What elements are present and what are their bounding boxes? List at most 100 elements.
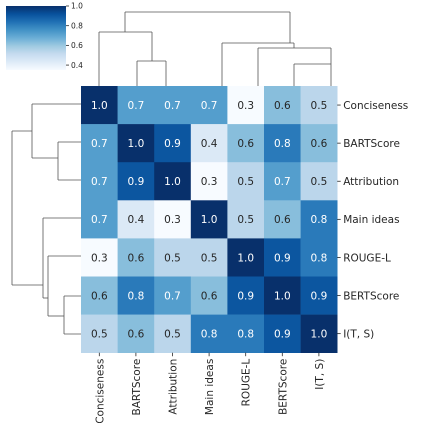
top-dendrogram xyxy=(98,11,332,86)
row-tick-label: BARTScore xyxy=(343,138,400,150)
row-tick-label: I(T, S) xyxy=(343,328,374,340)
cell-value-label: 0.9 xyxy=(237,290,254,302)
heatmap-cell xyxy=(81,276,118,315)
heatmap-cell xyxy=(227,200,265,239)
heatmap-cell xyxy=(227,314,265,353)
colorbar-ticks: 1.0 0.8 0.6 0.4 xyxy=(66,2,83,70)
heatmap-cell xyxy=(117,124,155,163)
column-tick-labels: Conciseness BARTScore Attribution Main idea… xyxy=(94,352,326,423)
colorbar: 1.0 0.8 0.6 0.4 xyxy=(6,2,83,70)
cell-value-label: 0.9 xyxy=(311,290,328,302)
cell-value-label: 0.8 xyxy=(311,214,328,226)
cell-value-label: 1.0 xyxy=(311,328,328,340)
heatmap-cell xyxy=(81,86,118,125)
heatmap-cell xyxy=(190,200,228,239)
cell-value-label: 0.6 xyxy=(311,138,328,150)
heatmap-cell xyxy=(264,200,301,239)
cell-value-label: 0.7 xyxy=(274,176,291,188)
cell-value-label: 0.8 xyxy=(237,328,254,340)
cell-value-label: 0.6 xyxy=(91,290,108,302)
heatmap-cell xyxy=(300,124,338,163)
cell-value-label: 0.9 xyxy=(128,176,145,188)
row-tick-label: Attribution xyxy=(343,176,399,188)
heatmap-cell xyxy=(117,276,155,315)
heatmap-cell xyxy=(154,86,192,125)
row-tick-label: ROUGE-L xyxy=(343,252,391,264)
heatmap-cell xyxy=(227,124,265,163)
cell-value-label: 0.6 xyxy=(201,290,218,302)
cell-value-label: 0.7 xyxy=(91,214,108,226)
cell-value-label: 0.5 xyxy=(237,214,254,226)
heatmap-cell xyxy=(264,276,301,315)
cell-value-label: 0.5 xyxy=(237,176,254,188)
colorbar-gradient xyxy=(6,6,66,70)
heatmap-cell xyxy=(117,238,155,277)
heatmap-cell xyxy=(154,314,192,353)
cell-value-label: 0.8 xyxy=(274,138,291,150)
heatmap-grid: 1.0 0.7 0.7 0.7 0.3 0.6 0.5 0.7 1.0 0.9 0.4 0.6 0.8 0… xyxy=(81,86,338,353)
heatmap-cell xyxy=(300,162,338,201)
cell-value-label: 0.8 xyxy=(311,252,328,264)
heatmap-cell xyxy=(190,162,228,201)
cell-value-label: 0.5 xyxy=(201,252,218,264)
cell-value-label: 1.0 xyxy=(274,290,291,302)
heatmap-cell xyxy=(264,314,301,353)
cell-value-label: 1.0 xyxy=(128,138,145,150)
heatmap-cell xyxy=(227,238,265,277)
cell-value-label: 0.6 xyxy=(128,328,145,340)
row-tick-labels: Conciseness BARTScore Attribution Main idea… xyxy=(337,100,408,340)
cell-value-label: 0.5 xyxy=(311,100,328,112)
column-tick-label: Conciseness xyxy=(94,359,106,423)
heatmap-cell xyxy=(264,86,301,125)
cell-value-label: 1.0 xyxy=(201,214,218,226)
row-tick-label: Conciseness xyxy=(343,100,408,112)
cell-value-label: 0.3 xyxy=(91,252,108,264)
heatmap-cell xyxy=(81,314,118,353)
cell-value-label: 0.6 xyxy=(274,100,291,112)
cell-value-label: 0.3 xyxy=(237,100,254,112)
heatmap-cell xyxy=(117,162,155,201)
cell-value-label: 0.5 xyxy=(164,328,181,340)
cell-value-label: 0.6 xyxy=(274,214,291,226)
column-tick-label: BERTScore xyxy=(277,359,289,415)
cell-value-label: 1.0 xyxy=(91,100,108,112)
heatmap-cell xyxy=(264,238,301,277)
colorbar-tick-label: 0.4 xyxy=(71,61,83,70)
heatmap-cell xyxy=(190,124,228,163)
cell-value-label: 0.7 xyxy=(164,100,181,112)
column-tick-label: Main ideas xyxy=(204,359,216,415)
column-tick-label: I(T, S) xyxy=(314,359,326,390)
cell-value-label: 0.7 xyxy=(91,138,108,150)
heatmap-cell xyxy=(154,238,192,277)
heatmap-cell xyxy=(154,276,192,315)
heatmap-cell xyxy=(300,200,338,239)
colorbar-tick-label: 0.8 xyxy=(71,21,83,30)
colorbar-tick-label: 0.6 xyxy=(71,41,83,50)
cell-value-label: 1.0 xyxy=(164,176,181,188)
cell-value-label: 0.9 xyxy=(164,138,181,150)
heatmap-cell xyxy=(81,124,118,163)
column-tick-label: ROUGE-L xyxy=(241,359,253,407)
heatmap-cell xyxy=(81,238,118,277)
heatmap-cell xyxy=(154,200,192,239)
cell-value-label: 1.0 xyxy=(237,252,254,264)
heatmap-cell xyxy=(227,276,265,315)
cell-value-label: 0.9 xyxy=(274,328,291,340)
cell-value-label: 0.6 xyxy=(128,252,145,264)
cell-value-label: 0.4 xyxy=(128,214,145,226)
heatmap-cell xyxy=(117,86,155,125)
cell-value-label: 0.5 xyxy=(164,252,181,264)
cell-value-label: 0.8 xyxy=(201,328,218,340)
heatmap-cell xyxy=(190,86,228,125)
cell-value-label: 0.3 xyxy=(164,214,181,226)
heatmap-cell xyxy=(264,162,301,201)
heatmap-cell xyxy=(190,314,228,353)
heatmap-cell xyxy=(117,314,155,353)
heatmap-cell xyxy=(300,276,338,315)
heatmap-cell xyxy=(81,200,118,239)
cell-value-label: 0.8 xyxy=(128,290,145,302)
heatmap-cell xyxy=(227,86,265,125)
cell-value-label: 0.9 xyxy=(274,252,291,264)
heatmap-cell xyxy=(264,124,301,163)
